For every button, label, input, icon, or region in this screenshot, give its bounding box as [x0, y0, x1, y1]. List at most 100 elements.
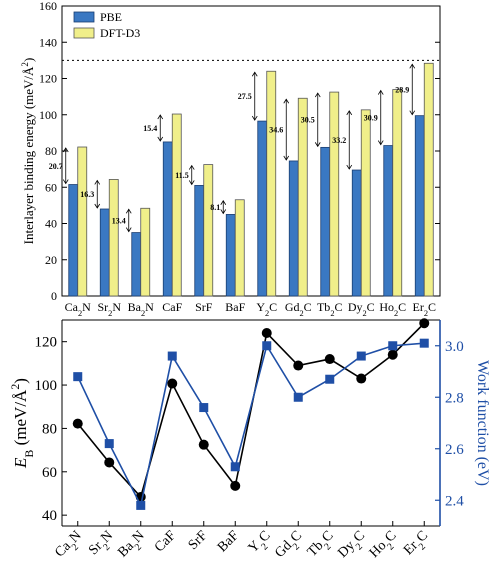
x-tick-label: Dy2C [348, 300, 375, 318]
x-tick-label: Ca2N [52, 528, 87, 563]
y-tick-label: 60 [45, 180, 57, 194]
y-tick-label: 140 [39, 35, 57, 49]
x-tick-label: Ho2C [367, 528, 403, 564]
x-tick-label: SrF [186, 528, 211, 553]
x-tick-label: BaF [215, 528, 242, 555]
difference-label: 15.4 [143, 124, 157, 133]
x-tick-label: Sr2N [97, 300, 121, 318]
work-function-point [136, 500, 146, 510]
x-tick-label: Tb2C [317, 300, 343, 318]
arrow-head-down [62, 179, 69, 185]
arrow-head-up [251, 71, 258, 77]
legend: PBE DFT-D3 [73, 10, 140, 40]
x-tick-label: BaF [225, 300, 245, 314]
work-function-point [419, 338, 429, 348]
pbe-bar [131, 232, 142, 297]
x-tick-label: Ho2C [379, 300, 406, 318]
pbe-bar [68, 184, 79, 297]
legend-swatch-pbe [73, 11, 95, 23]
arrow-head-down [188, 180, 195, 186]
x-tick-label: Dy2C [335, 528, 371, 564]
eb-point [167, 378, 178, 389]
right-y-tick-label: 2.8 [445, 390, 464, 406]
arrow-head-up [157, 114, 164, 120]
eb-point [324, 354, 335, 365]
arrow-head-up [377, 89, 384, 95]
binding-energy-work-function-line-chart: 40 60 80 100 120 2.4 2.6 2.8 3.0 EB (meV/Å2) Work … [8, 318, 489, 564]
x-tick-label: Y2C [246, 528, 277, 559]
left-y-axis-title: EB (meV/Å2) [8, 378, 36, 469]
work-function-point [199, 403, 209, 413]
eb-point [198, 439, 209, 450]
work-function-point [104, 439, 114, 449]
difference-label: 11.5 [175, 171, 189, 180]
x-tick-label: Gd2C [285, 300, 312, 318]
legend-label-pbe: PBE [100, 10, 122, 24]
x-tick-label: Ba2N [128, 300, 155, 318]
y-tick-label: 80 [45, 144, 57, 158]
eb-point [104, 457, 115, 468]
eb-point [419, 318, 430, 329]
arrow-head-down [283, 155, 290, 161]
dft-d3-bar [360, 109, 371, 297]
right-y-tick-label: 2.4 [445, 493, 464, 509]
plot-frame [61, 5, 441, 297]
pbe-bar [162, 141, 173, 297]
arrow-head-down [409, 110, 416, 116]
pbe-bar [320, 146, 331, 297]
arrow-head-up [220, 200, 227, 205]
work-function-point [325, 374, 335, 384]
difference-label: 34.6 [269, 126, 283, 135]
left-y-tick-label: 80 [42, 421, 57, 437]
work-function-point [293, 392, 303, 402]
dft-d3-bar [108, 179, 119, 297]
arrow-head-up [94, 179, 101, 185]
left-y-tick-label: 40 [42, 508, 57, 524]
difference-label: 28.9 [395, 85, 409, 94]
pbe-bar [99, 208, 110, 297]
work-function-point [356, 351, 366, 361]
y-tick-label: 120 [39, 72, 57, 86]
eb-point [387, 349, 398, 360]
binding-energy-bar-chart: 0 20 40 60 80 100 120 140 160 Interlayer binding … [20, 0, 441, 318]
dft-d3-bar [266, 70, 277, 297]
dft-d3-bar [392, 89, 403, 297]
work-function-point [230, 462, 240, 472]
difference-label: 30.9 [364, 114, 378, 123]
y-axis-title: Interlayer binding energy (meV/Å2) [20, 58, 36, 245]
legend-label-dft-d3: DFT-D3 [100, 26, 140, 40]
y-tick-label: 100 [39, 108, 57, 122]
y-tick-label: 160 [39, 0, 57, 13]
x-tick-label: Ca2N [65, 300, 92, 318]
arrow-head-down [314, 142, 321, 148]
difference-label: 20.7 [49, 162, 63, 171]
dft-d3-bar [329, 91, 340, 297]
work-function-point [73, 372, 83, 382]
difference-label: 27.5 [238, 92, 252, 101]
x-tick-label: Gd2C [272, 528, 308, 564]
arrow-head-up [283, 98, 290, 104]
arrow-head-up [62, 147, 69, 153]
pbe-bar [257, 120, 268, 297]
x-tick-label: Er2C [401, 528, 434, 561]
arrow-head-up [188, 164, 195, 170]
arrow-head-down [251, 115, 258, 121]
right-y-axis-title: Work function (eV) [474, 360, 489, 486]
x-tick-label: CaF [152, 528, 179, 555]
arrow-head-down [220, 209, 227, 215]
arrow-head-up [409, 63, 416, 69]
y-tick-label: 0 [51, 289, 57, 303]
dft-d3-bar [234, 199, 245, 297]
dft-d3-bar [423, 62, 434, 297]
eb-point [72, 418, 83, 429]
left-y-tick-label: 100 [35, 378, 58, 394]
y-tick-label: 40 [45, 217, 57, 231]
dft-d3-bar [297, 97, 308, 297]
arrow-head-up [346, 110, 353, 116]
arrow-head-down [346, 164, 353, 170]
arrow-head-down [94, 203, 101, 209]
dft-d3-bar [171, 113, 182, 297]
x-tick-label: Er2C [412, 300, 436, 318]
y-tick-label: 20 [45, 253, 57, 267]
